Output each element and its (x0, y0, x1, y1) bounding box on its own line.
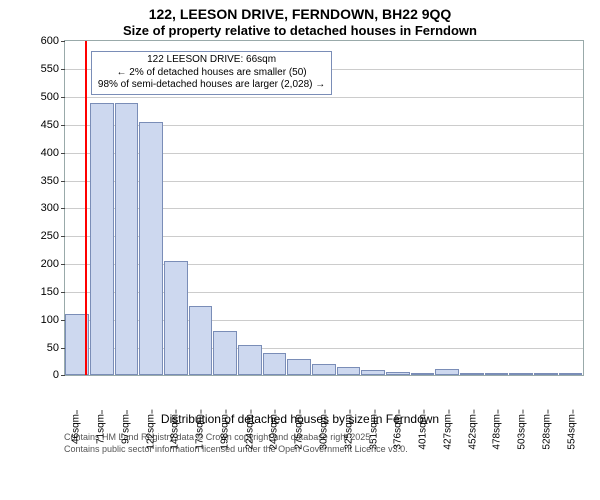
bar (509, 373, 533, 375)
x-tick: 46sqm (71, 414, 82, 444)
bar (411, 373, 435, 376)
bar (213, 331, 237, 376)
bar (485, 373, 509, 375)
y-tick: 250 (41, 230, 65, 242)
annotation-box: 122 LEESON DRIVE: 66sqm← 2% of detached … (91, 51, 332, 95)
x-tick: 325sqm (343, 414, 354, 450)
x-tick: 275sqm (294, 414, 305, 450)
plot-area: Number of detached properties 122 LEESON… (64, 40, 584, 376)
y-tick: 100 (41, 314, 65, 326)
x-tick: 427sqm (442, 414, 453, 450)
x-tick: 249sqm (269, 414, 280, 450)
y-tick: 0 (53, 369, 65, 381)
y-tick: 400 (41, 147, 65, 159)
bar (164, 261, 188, 375)
x-tick: 528sqm (541, 414, 552, 450)
bar (287, 359, 311, 376)
bar (534, 373, 558, 375)
x-tick: 452sqm (467, 414, 478, 450)
y-tick: 50 (47, 342, 65, 354)
bar (189, 306, 213, 376)
page-subtitle: Size of property relative to detached ho… (0, 23, 600, 39)
y-tick: 200 (41, 258, 65, 270)
x-tick: 224sqm (244, 414, 255, 450)
bar (238, 345, 262, 376)
x-tick: 148sqm (170, 414, 181, 450)
bar (460, 373, 484, 376)
x-tick: 478sqm (492, 414, 503, 450)
bar (435, 369, 459, 376)
y-tick: 500 (41, 91, 65, 103)
bar (90, 103, 114, 376)
bar (386, 372, 410, 376)
x-tick: 503sqm (517, 414, 528, 450)
y-tick: 550 (41, 63, 65, 75)
y-tick: 300 (41, 202, 65, 214)
gridline (65, 97, 583, 98)
x-tick: 122sqm (145, 414, 156, 450)
bar (312, 364, 336, 375)
bar (337, 367, 361, 375)
bar (139, 122, 163, 375)
x-tick: 173sqm (195, 414, 206, 450)
bar (559, 373, 583, 375)
plot-wrap: Number of detached properties 122 LEESON… (64, 40, 584, 410)
y-tick: 150 (41, 286, 65, 298)
annotation-line: ← 2% of detached houses are smaller (50) (98, 67, 325, 80)
x-tick: 401sqm (418, 414, 429, 450)
y-tick: 350 (41, 175, 65, 187)
page-title: 122, LEESON DRIVE, FERNDOWN, BH22 9QQ (0, 6, 600, 23)
x-tick: 554sqm (566, 414, 577, 450)
bar (361, 370, 385, 376)
y-tick: 450 (41, 119, 65, 131)
x-tick: 198sqm (219, 414, 230, 450)
x-tick: 71sqm (96, 414, 107, 444)
x-tick: 97sqm (120, 414, 131, 444)
annotation-line: 122 LEESON DRIVE: 66sqm (98, 54, 325, 67)
x-tick: 300sqm (319, 414, 330, 450)
bar (115, 103, 139, 376)
marker-line (85, 41, 87, 375)
annotation-line: 98% of semi-detached houses are larger (… (98, 79, 325, 92)
x-tick: 376sqm (393, 414, 404, 450)
bar (263, 353, 287, 375)
y-tick: 600 (41, 35, 65, 47)
x-tick: 351sqm (368, 414, 379, 450)
